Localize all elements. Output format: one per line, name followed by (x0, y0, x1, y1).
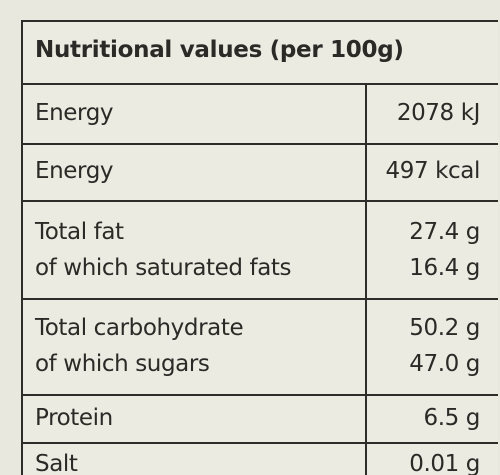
nutrient-subvalue: 47.0 g (409, 351, 480, 377)
nutrient-value: 0.01 g (409, 451, 480, 475)
nutrient-name: Salt (35, 451, 78, 475)
table-row: Energy 497 kcal (23, 145, 498, 202)
table-row: Protein 6.5 g (23, 396, 498, 444)
table-row: Salt 0.01 g (23, 444, 498, 475)
nutrient-value: 27.4 g (409, 219, 480, 245)
nutrient-value: 6.5 g (423, 405, 481, 431)
table-row: Energy 2078 kJ (23, 85, 498, 145)
nutrient-subname: of which saturated fats (35, 255, 292, 281)
nutrient-name: Total carbohydrate (35, 315, 244, 341)
table-header: Nutritional values (per 100g) (23, 22, 498, 85)
nutrient-name: Total fat (35, 219, 124, 245)
nutrient-value: 497 kcal (385, 158, 481, 184)
nutrient-subname: of which sugars (35, 351, 210, 377)
nutrient-value: 50.2 g (409, 315, 480, 341)
table-title: Nutritional values (per 100g) (35, 37, 404, 63)
nutrient-name: Energy (35, 158, 114, 184)
table-row: Total carbohydrate 50.2 g of which sugar… (23, 300, 498, 396)
table-row: Total fat 27.4 g of which saturated fats… (23, 202, 498, 300)
nutrient-name: Protein (35, 405, 113, 431)
nutrient-subvalue: 16.4 g (409, 255, 480, 281)
column-divider (365, 85, 367, 475)
nutrition-table: Nutritional values (per 100g) Energy 207… (21, 20, 498, 475)
nutrient-value: 2078 kJ (396, 100, 481, 126)
nutrient-name: Energy (35, 100, 114, 126)
